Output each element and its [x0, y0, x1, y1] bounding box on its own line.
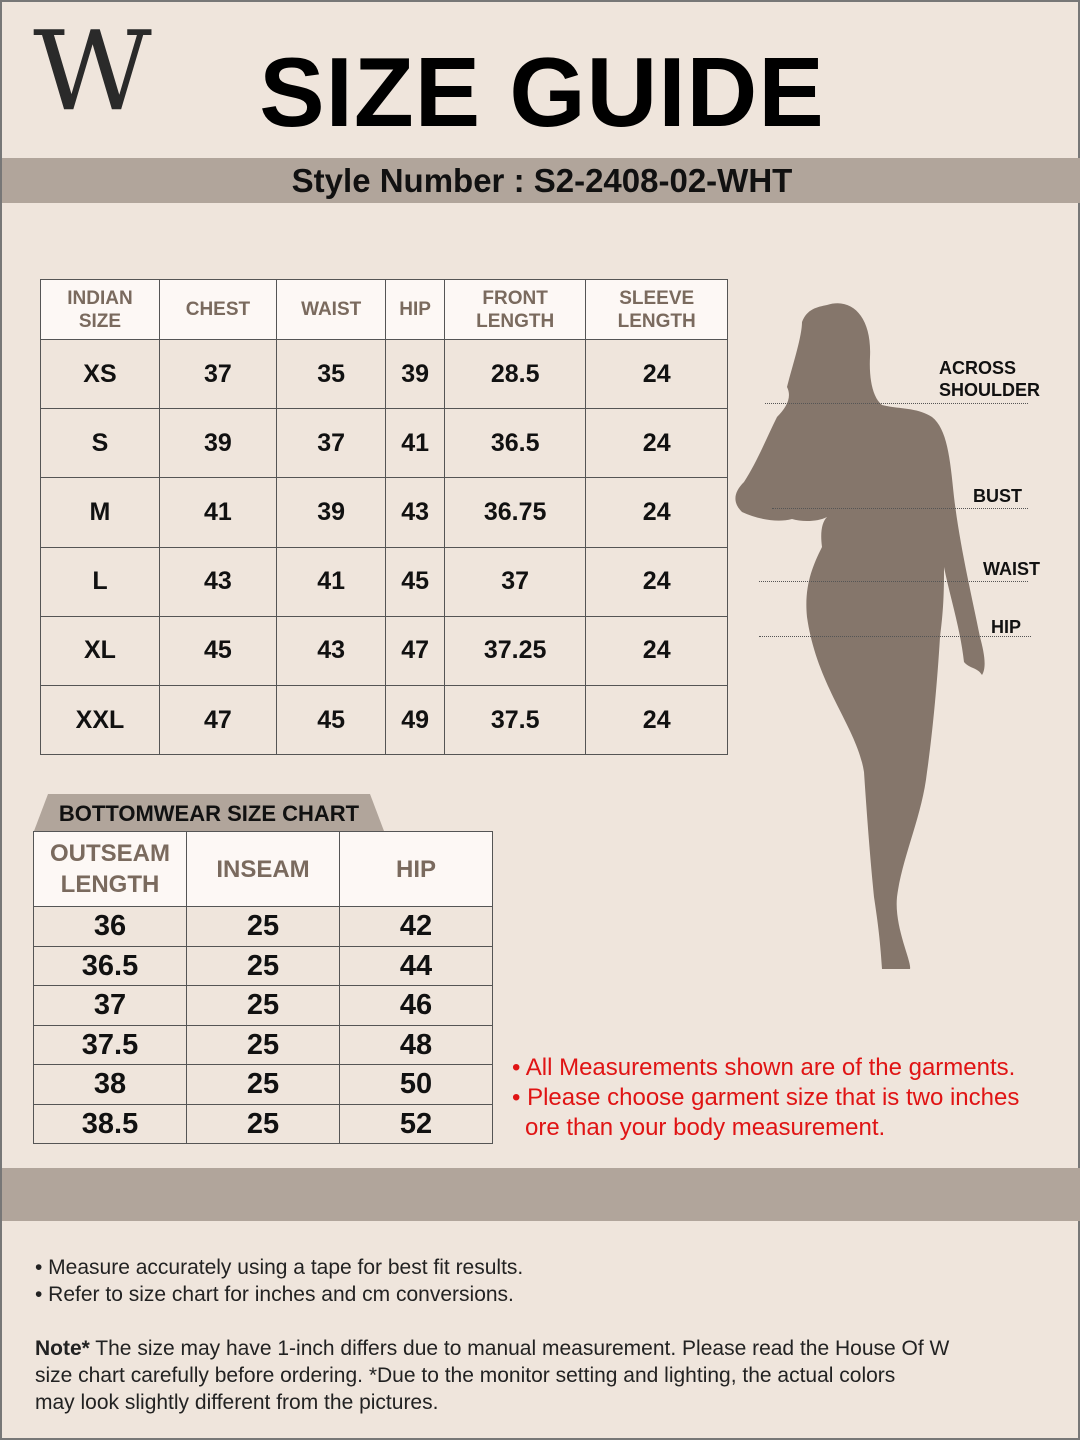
- column-header: WAIST: [275, 279, 387, 340]
- note-choose-size-cont: ore than your body measurement.: [525, 1114, 886, 1141]
- bottomwear-size-table: OUTSEAM LENGTH INSEAM HIP 36 25 42 36.5 25 44 37 2…: [33, 831, 493, 1144]
- table-cell: 45: [385, 546, 445, 617]
- column-header: OUTSEAM LENGTH: [33, 831, 187, 907]
- table-cell: XS: [40, 338, 160, 410]
- label-bust: BUST: [973, 486, 1022, 506]
- table-header-row: OUTSEAM LENGTH INSEAM HIP: [33, 831, 493, 907]
- footer-note-line: may look slightly different from the pic…: [35, 1391, 439, 1414]
- table-cell: 43: [385, 477, 445, 548]
- note-choose-size: • Please choose garment size that is two…: [512, 1084, 1020, 1111]
- note-garment-measurements: • All Measurements shown are of the garm…: [512, 1054, 1016, 1081]
- style-band: [2, 158, 1080, 203]
- topwear-size-table: INDIAN SIZE CHEST WAIST HIP FRONT LENGTH SLEEVE…: [40, 279, 728, 756]
- table-cell: 39: [385, 338, 445, 410]
- table-cell: 36.5: [33, 945, 187, 986]
- table-row: M 41 39 43 36.75 24: [40, 477, 728, 548]
- table-cell: 37: [158, 338, 277, 410]
- table-cell: S: [40, 408, 160, 479]
- table-row: XXL 47 45 49 37.5 24: [40, 684, 728, 756]
- column-header: HIP: [339, 831, 493, 907]
- table-cell: 42: [339, 906, 493, 947]
- footer-note-line: size chart carefully before ordering. *D…: [35, 1364, 896, 1387]
- table-row: 37 25 46: [33, 985, 493, 1026]
- table-cell: 37: [33, 985, 187, 1026]
- table-row: S 39 37 41 36.5 24: [40, 408, 728, 479]
- table-cell: 38.5: [33, 1103, 187, 1144]
- table-cell: 39: [158, 408, 277, 479]
- column-header: HIP: [385, 279, 445, 340]
- table-cell: 47: [385, 615, 445, 686]
- table-row: 36 25 42: [33, 906, 493, 947]
- table-cell: 24: [585, 615, 728, 686]
- table-row: XS 37 35 39 28.5 24: [40, 338, 728, 410]
- table-cell: XL: [40, 615, 160, 686]
- table-cell: 25: [186, 1024, 340, 1065]
- column-header: FRONT LENGTH: [443, 279, 587, 340]
- label-hip: HIP: [991, 617, 1022, 637]
- table-cell: 37.5: [33, 1024, 187, 1065]
- table-cell: 48: [339, 1024, 493, 1065]
- table-cell: 28.5: [443, 338, 587, 410]
- table-row: 38.5 25 52: [33, 1103, 493, 1144]
- table-cell: 52: [339, 1103, 493, 1144]
- brand-logo: W: [33, 7, 152, 135]
- table-cell: 37: [275, 408, 387, 479]
- table-cell: 49: [385, 684, 445, 756]
- table-cell: 43: [158, 546, 277, 617]
- table-cell: XXL: [40, 684, 160, 756]
- table-cell: 44: [339, 945, 493, 986]
- table-cell: 25: [186, 985, 340, 1026]
- table-cell: 43: [275, 615, 387, 686]
- table-row: XL 45 43 47 37.25 24: [40, 615, 728, 686]
- table-cell: 25: [186, 1064, 340, 1105]
- table-row: 36.5 25 44: [33, 945, 493, 986]
- table-cell: 46: [339, 985, 493, 1026]
- note-line: The size may have 1-inch differs due to …: [89, 1337, 950, 1360]
- table-cell: 25: [186, 906, 340, 947]
- table-cell: 41: [275, 546, 387, 617]
- table-cell: 24: [585, 546, 728, 617]
- table-cell: 41: [385, 408, 445, 479]
- bottomwear-chart-title: BOTTOMWEAR SIZE CHART: [34, 794, 384, 831]
- table-cell: 45: [275, 684, 387, 756]
- column-header: CHEST: [158, 279, 277, 340]
- table-cell: 24: [585, 408, 728, 479]
- table-cell: 41: [158, 477, 277, 548]
- table-cell: 47: [158, 684, 277, 756]
- page-title: SIZE GUIDE: [259, 37, 825, 147]
- table-cell: 38: [33, 1064, 187, 1105]
- table-cell: 24: [585, 684, 728, 756]
- table-cell: 37: [443, 546, 587, 617]
- footer-bullet: • Measure accurately using a tape for be…: [35, 1256, 524, 1279]
- footer-band: [2, 1168, 1080, 1221]
- table-cell: M: [40, 477, 160, 548]
- label-across-shoulder: ACROSS SHOULDER: [939, 358, 1041, 400]
- table-cell: 35: [275, 338, 387, 410]
- table-row: 37.5 25 48: [33, 1024, 493, 1065]
- table-cell: 24: [585, 338, 728, 410]
- table-cell: 25: [186, 1103, 340, 1144]
- footer-note: Note* The size may have 1-inch differs d…: [35, 1335, 949, 1362]
- table-cell: 37.5: [443, 684, 587, 756]
- table-cell: 50: [339, 1064, 493, 1105]
- table-cell: L: [40, 546, 160, 617]
- note-label: Note*: [35, 1337, 90, 1360]
- table-cell: 37.25: [443, 615, 587, 686]
- table-header-row: INDIAN SIZE CHEST WAIST HIP FRONT LENGTH SLEEVE…: [40, 279, 728, 340]
- table-cell: 36.75: [443, 477, 587, 548]
- label-waist: WAIST: [983, 559, 1040, 579]
- table-cell: 36: [33, 906, 187, 947]
- column-header: SLEEVE LENGTH: [585, 279, 728, 340]
- footer-bullet: • Refer to size chart for inches and cm …: [35, 1283, 514, 1306]
- table-cell: 25: [186, 945, 340, 986]
- table-row: 38 25 50: [33, 1064, 493, 1105]
- table-cell: 24: [585, 477, 728, 548]
- table-cell: 36.5: [443, 408, 587, 479]
- table-cell: 39: [275, 477, 387, 548]
- column-header: INDIAN SIZE: [40, 279, 160, 340]
- table-cell: 45: [158, 615, 277, 686]
- style-number: Style Number : S2-2408-02-WHT: [291, 162, 793, 199]
- table-row: L 43 41 45 37 24: [40, 546, 728, 617]
- column-header: INSEAM: [186, 831, 340, 907]
